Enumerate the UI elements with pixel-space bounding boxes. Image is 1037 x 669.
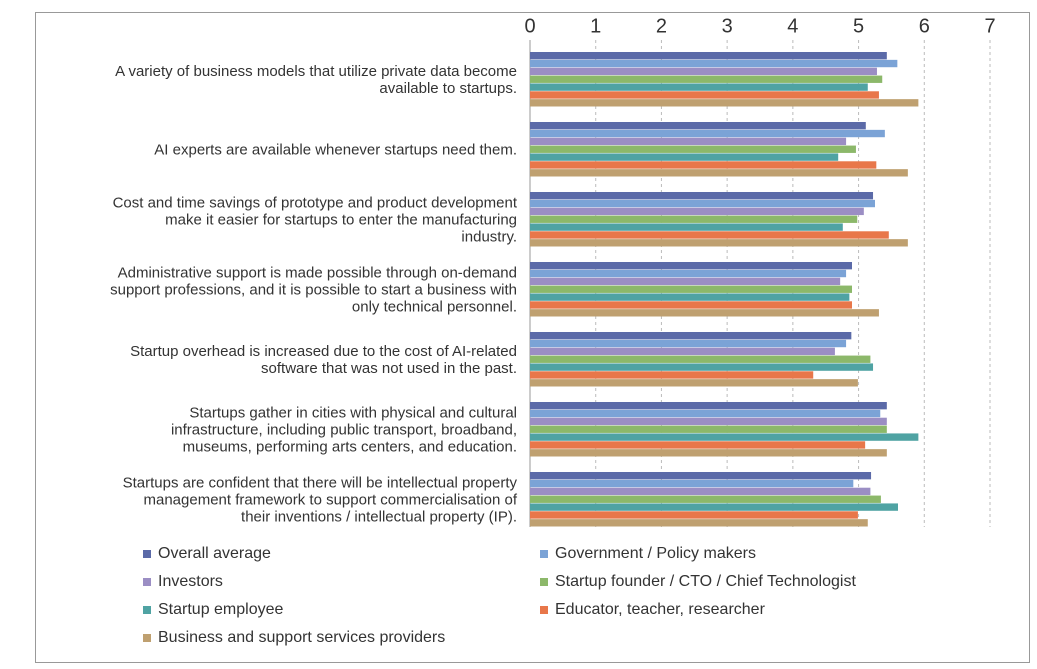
x-tick-label: 6 [919, 15, 930, 37]
bar [530, 215, 858, 223]
legend-swatch [540, 550, 548, 558]
bar [530, 231, 889, 239]
bar [530, 332, 852, 340]
bar [530, 137, 847, 146]
legend-label: Startup employee [158, 601, 284, 618]
bar [530, 479, 854, 488]
category-label: Startups are confident that there will b… [122, 474, 517, 525]
legend-label: Educator, teacher, researcher [555, 601, 766, 618]
bar [530, 503, 898, 511]
bar [530, 363, 874, 371]
legend-swatch [143, 634, 151, 642]
bar [530, 293, 850, 301]
bar [530, 449, 887, 457]
bar [530, 487, 871, 496]
bar [530, 153, 839, 161]
bar [530, 519, 868, 527]
legend-label: Business and support services providers [158, 629, 445, 646]
bar [530, 207, 864, 216]
bar [530, 433, 919, 441]
category-label: A variety of business models that utiliz… [115, 62, 517, 97]
x-tick-label: 0 [524, 15, 535, 37]
legend-swatch [540, 578, 548, 586]
bar [530, 122, 866, 130]
bar [530, 309, 879, 317]
bar [530, 379, 858, 387]
legend-swatch [143, 578, 151, 586]
bar [530, 223, 843, 231]
bar [530, 83, 868, 91]
bar [530, 339, 847, 348]
x-tick-label: 3 [722, 15, 733, 37]
x-tick-label: 4 [787, 15, 798, 37]
bar [530, 301, 852, 309]
bar [530, 285, 852, 293]
bar [530, 269, 847, 278]
category-label: Startup overhead is increased due to the… [130, 342, 517, 377]
legend-label: Investors [158, 573, 223, 590]
bar [530, 355, 871, 363]
bar [530, 52, 887, 60]
bar [530, 199, 875, 208]
bar [530, 347, 835, 356]
category-label: AI experts are available whenever startu… [154, 141, 517, 158]
bar [530, 371, 814, 379]
bar [530, 472, 872, 480]
frame [35, 12, 1030, 663]
x-tick-label: 2 [656, 15, 667, 37]
bar [530, 239, 908, 247]
x-tick-label: 1 [590, 15, 601, 37]
bar [530, 441, 866, 449]
bar [530, 59, 898, 68]
bar [530, 425, 887, 433]
bar [530, 91, 879, 99]
bar [530, 99, 919, 107]
bar [530, 495, 881, 503]
legend-label: Startup founder / CTO / Chief Technologi… [555, 573, 856, 590]
legend-swatch [143, 550, 151, 558]
bar [530, 67, 877, 76]
bar [530, 169, 908, 177]
legend-swatch [540, 606, 548, 614]
bar [530, 192, 874, 200]
legend-label: Overall average [158, 545, 271, 562]
bar [530, 409, 881, 418]
bar [530, 161, 877, 169]
bar [530, 75, 883, 83]
bar [530, 129, 885, 138]
bar [530, 277, 841, 286]
x-tick-label: 7 [984, 15, 995, 37]
legend-label: Government / Policy makers [555, 545, 756, 562]
bar [530, 145, 856, 153]
category-label: Administrative support is made possible … [110, 264, 517, 315]
category-label: Startups gather in cities with physical … [170, 404, 517, 455]
bar [530, 262, 852, 270]
x-tick-label: 5 [853, 15, 864, 37]
legend-swatch [143, 606, 151, 614]
bar [530, 417, 887, 426]
bar [530, 402, 887, 410]
bar [530, 511, 858, 519]
category-label: Cost and time savings of prototype and p… [112, 194, 517, 245]
